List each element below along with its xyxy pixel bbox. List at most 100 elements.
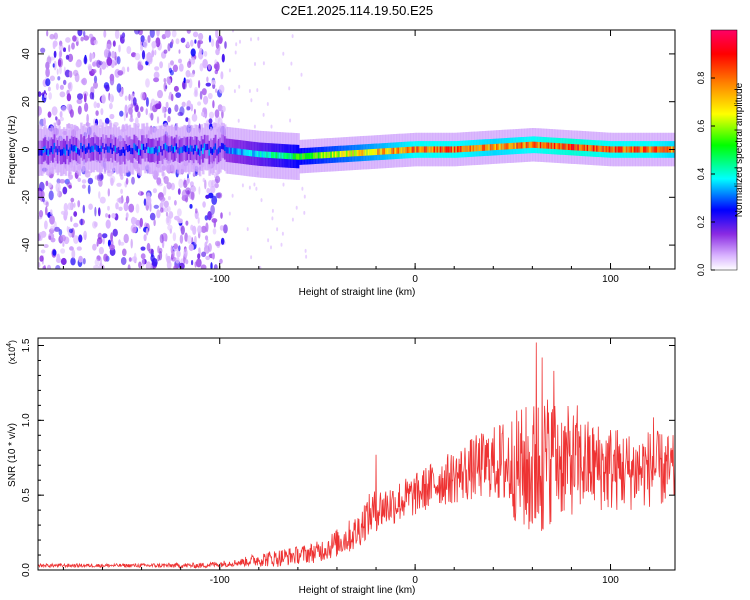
noise-blob <box>192 31 199 38</box>
ridge-core <box>600 145 604 152</box>
ridge-core <box>213 146 216 153</box>
ridge-core <box>635 146 638 153</box>
noise-blob <box>288 86 291 91</box>
noise-blob <box>267 238 270 243</box>
noise-blob <box>198 80 201 89</box>
ridge-core <box>592 145 596 152</box>
ridge-core <box>77 148 80 155</box>
ridge-core <box>472 145 475 152</box>
noise-blob <box>153 219 156 227</box>
ridge-core <box>203 143 207 150</box>
noise-blob <box>42 197 45 203</box>
ridge-core <box>557 143 560 150</box>
ridge-core <box>152 147 155 154</box>
noise-blob <box>197 253 201 260</box>
ridge-core <box>431 146 435 153</box>
noise-blob <box>280 242 283 247</box>
ridge-core <box>117 146 121 154</box>
ridge-core <box>532 141 535 148</box>
noise-blob <box>187 61 192 68</box>
noise-blob <box>77 200 81 208</box>
ridge-core <box>325 151 328 159</box>
ridge-core <box>133 143 136 150</box>
ridge-core <box>69 147 72 154</box>
noise-blob <box>146 242 151 252</box>
noise-blob <box>161 106 165 114</box>
ridge-core <box>216 149 219 156</box>
noise-blob <box>291 217 294 222</box>
noise-blob <box>63 202 68 212</box>
ridge-core <box>372 149 375 156</box>
noise-blob <box>214 182 219 189</box>
noise-blob <box>151 41 157 49</box>
noise-blob <box>163 82 167 92</box>
ridge-core <box>442 146 446 153</box>
spectrogram-marks <box>38 30 675 269</box>
noise-blob <box>59 111 63 118</box>
ridge-core <box>361 149 364 156</box>
noise-blob <box>99 257 102 267</box>
noise-blob <box>207 92 213 100</box>
ridge-core <box>381 148 385 155</box>
noise-blob <box>64 209 69 217</box>
noise-blob <box>157 89 163 99</box>
snr-frame <box>37 337 676 571</box>
noise-blob <box>205 222 209 233</box>
noise-blob <box>104 117 110 125</box>
noise-blob <box>171 39 174 45</box>
noise-blob <box>303 210 306 215</box>
noise-blob <box>217 122 220 128</box>
noise-blob <box>143 198 147 206</box>
ridge-core <box>483 144 486 151</box>
noise-blob <box>186 235 192 244</box>
ridge-core <box>505 143 508 150</box>
noise-blob <box>237 118 240 123</box>
noise-blob <box>183 77 186 84</box>
noise-blob <box>97 232 103 240</box>
noise-blob <box>194 235 197 245</box>
noise-blob <box>185 187 192 195</box>
ridge-core <box>120 149 124 156</box>
ridge-core <box>666 146 669 153</box>
noise-blob <box>212 228 217 235</box>
noise-blob <box>62 186 68 195</box>
noise-blob <box>150 112 154 121</box>
ridge-core <box>371 149 374 156</box>
ridge-core <box>116 147 119 154</box>
noise-blob <box>266 102 269 106</box>
noise-blob <box>276 227 279 232</box>
noise-blob <box>87 184 91 195</box>
noise-blob <box>38 262 41 268</box>
ridge-core <box>175 143 178 150</box>
ridge-core <box>575 144 579 151</box>
colorbar-tick-label: 0.0 <box>696 264 706 277</box>
noise-blob <box>219 258 223 264</box>
noise-blob <box>221 105 226 113</box>
noise-blob <box>67 53 74 63</box>
noise-blob <box>202 58 208 69</box>
noise-blob <box>198 32 204 41</box>
ridge-core <box>533 141 536 148</box>
noise-blob <box>155 37 161 48</box>
noise-blob <box>177 208 182 217</box>
noise-blob <box>141 50 146 60</box>
noise-blob <box>152 188 157 194</box>
ridge-core <box>100 145 103 152</box>
noise-blob <box>215 30 219 39</box>
ridge-core <box>270 151 274 159</box>
noise-blob <box>82 258 86 265</box>
noise-blob <box>210 204 215 215</box>
ridge-core <box>558 143 561 150</box>
noise-blob <box>98 246 104 255</box>
ridge-core <box>544 142 547 149</box>
spectrogram-y-tick-label: 20 <box>21 96 32 108</box>
noise-blob <box>65 54 70 60</box>
ridge-core <box>447 146 450 153</box>
ridge-core <box>649 146 652 153</box>
ridge-core <box>655 146 658 153</box>
noise-blob <box>213 63 218 70</box>
noise-blob <box>156 177 162 185</box>
noise-blob <box>120 257 127 265</box>
ridge-core <box>192 148 196 155</box>
ridge-core <box>555 143 558 150</box>
